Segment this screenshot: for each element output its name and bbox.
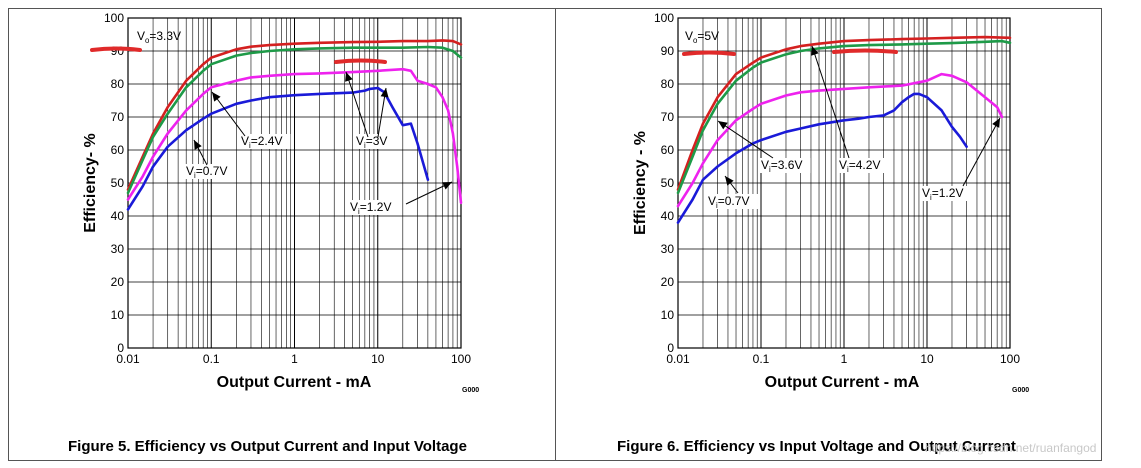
x-tick-label: 10: [920, 352, 934, 366]
annotation-bg: [759, 158, 811, 173]
annotation-arrow: [962, 117, 1001, 187]
series-line-vi-3-6v: [676, 39, 1012, 195]
series-line-vi-2-4v: [126, 45, 463, 195]
annotation-arrow-head: [718, 121, 728, 130]
annotation-arrow-head: [345, 72, 353, 82]
annotation-arrow-head: [811, 46, 819, 56]
annotation-label: Vi=2.4V: [241, 134, 282, 150]
y-tick-label: 10: [661, 308, 675, 322]
annotation-label: Vi=0.7V: [708, 194, 749, 210]
series-line-vi-4-2v: [676, 35, 1012, 191]
y-tick-label: 0: [117, 341, 124, 355]
x-tick-label: 100: [451, 352, 471, 366]
x-tick-label: 10: [371, 352, 385, 366]
x-tick-label: 0.1: [203, 352, 220, 366]
x-tick-label: 1: [841, 352, 848, 366]
annotation-arrow: [211, 91, 246, 137]
series-highlight-mark: [832, 48, 898, 54]
x-axis-label: Output Current - mA: [765, 374, 920, 391]
y-tick-label: 80: [111, 77, 125, 91]
annotation-arrow-head: [442, 182, 452, 190]
annotation-arrow-head: [725, 176, 734, 186]
y-tick-label: 30: [661, 242, 675, 256]
series-line-vi-0-7v: [126, 86, 430, 211]
graph-code: G000: [1012, 387, 1029, 394]
watermark-text: https://blog.csdn.net/ruanfangod: [925, 441, 1097, 455]
x-tick-label: 0.1: [753, 352, 770, 366]
series-highlight-mark: [334, 58, 387, 64]
annotation-bg: [354, 134, 392, 149]
annotation-arrow-head: [992, 118, 1000, 128]
annotation-vo: Vo=3.3V: [137, 29, 181, 45]
x-axis-label: Output Current - mA: [217, 374, 372, 391]
y-tick-label: 50: [661, 176, 675, 190]
annotation-arrow-head: [194, 140, 202, 150]
annotation-bg: [706, 194, 758, 209]
y-tick-label: 100: [654, 11, 674, 25]
y-tick-label: 40: [111, 209, 125, 223]
annotation-vo: Vo=5V: [685, 29, 719, 45]
y-tick-label: 70: [661, 110, 675, 124]
y-tick-label: 40: [661, 209, 675, 223]
y-tick-label: 60: [111, 143, 125, 157]
annotation-arrow-head: [212, 92, 221, 102]
series-line-vi-3v: [126, 39, 463, 191]
y-tick-label: 80: [661, 77, 675, 91]
annotation-arrow-head: [380, 88, 389, 98]
graph-code: G000: [462, 387, 479, 394]
annotation-bg: [348, 200, 400, 215]
y-axis-label: Efficiency - %: [632, 131, 649, 235]
y-tick-label: 0: [667, 341, 674, 355]
x-tick-label: 100: [1000, 352, 1020, 366]
series-line-vi-1-2v: [676, 72, 1004, 208]
annotation-label: Vi=4.2V: [839, 158, 880, 174]
plot-area: [127, 17, 462, 349]
y-tick-label: 50: [111, 176, 125, 190]
y-tick-label: 10: [111, 308, 125, 322]
vo-highlight-mark: [682, 50, 736, 56]
y-tick-label: 100: [104, 11, 124, 25]
y-tick-label: 20: [661, 275, 675, 289]
annotation-bg: [920, 186, 972, 201]
figure6-caption: Figure 6. Efficiency vs Input Voltage an…: [617, 438, 1016, 455]
plot-area: [677, 17, 1011, 349]
y-tick-label: 70: [111, 110, 125, 124]
annotation-arrow: [811, 45, 850, 159]
x-tick-label: 0.01: [116, 352, 140, 366]
annotation-bg: [837, 158, 889, 173]
series-line-vi-0-7v: [676, 92, 968, 224]
annotation-label: Vi=3.6V: [761, 158, 802, 174]
annotation-bg: [239, 134, 291, 149]
x-tick-label: 1: [291, 352, 298, 366]
figure5-caption: Figure 5. Efficiency vs Output Current a…: [68, 438, 467, 455]
annotation-arrow: [345, 71, 369, 138]
y-tick-label: 30: [111, 242, 125, 256]
y-tick-label: 90: [661, 44, 675, 58]
y-axis-label: Efficiency- %: [82, 133, 99, 233]
annotation-arrow: [717, 120, 774, 159]
annotation-label: Vi=3V: [356, 134, 387, 150]
annotation-bg: [184, 164, 236, 179]
x-tick-label: 0.01: [666, 352, 690, 366]
series-line-vi-1-2v: [126, 67, 463, 205]
y-tick-label: 20: [111, 275, 125, 289]
y-tick-label: 60: [661, 143, 675, 157]
annotation-label: Vi=1.2V: [922, 186, 963, 202]
annotation-label: Vi=1.2V: [350, 200, 391, 216]
vo-highlight-mark: [90, 46, 142, 52]
figure-divider: [555, 8, 556, 461]
annotation-label: Vi=0.7V: [186, 164, 227, 180]
